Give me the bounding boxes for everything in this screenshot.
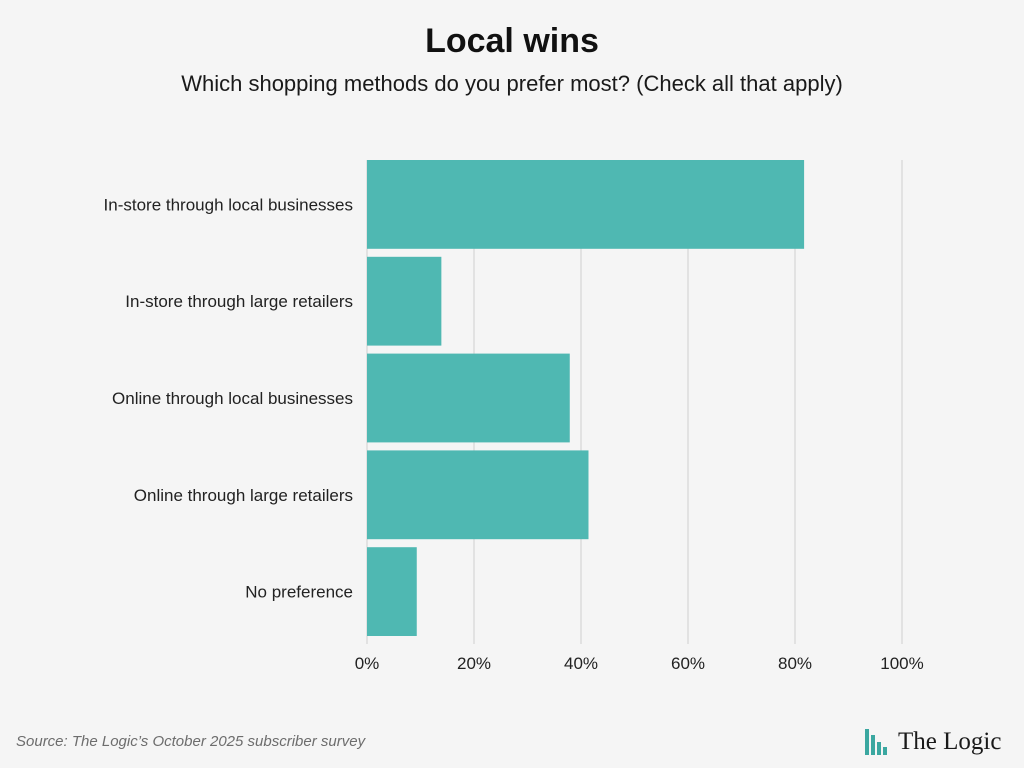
x-tick-label: 60% bbox=[671, 654, 705, 673]
bar bbox=[367, 256, 442, 346]
category-label: Online through local businesses bbox=[112, 389, 353, 408]
source-note: Source: The Logic’s October 2025 subscri… bbox=[16, 733, 366, 750]
x-axis-tick-labels: 0% 20% 40% 60% 80% 100% bbox=[355, 654, 924, 673]
category-label: Online through large retailers bbox=[134, 486, 353, 505]
bar bbox=[367, 353, 570, 443]
bar bbox=[367, 547, 417, 636]
category-label: No preference bbox=[245, 583, 353, 602]
category-label: In-store through large retailers bbox=[125, 292, 353, 311]
x-tick-label: 40% bbox=[564, 654, 598, 673]
x-tick-label: 80% bbox=[778, 654, 812, 673]
x-tick-label: 100% bbox=[880, 654, 923, 673]
the-logic-logo: The Logic bbox=[864, 726, 1001, 758]
x-tick-label: 0% bbox=[355, 654, 380, 673]
bar bbox=[367, 160, 805, 249]
x-tick-label: 20% bbox=[457, 654, 491, 673]
bar-chart: In-store through local businesses In-stor… bbox=[104, 160, 924, 673]
logo-mark-icon bbox=[865, 729, 887, 755]
logo-text: The Logic bbox=[898, 728, 1002, 755]
bars bbox=[367, 160, 805, 636]
bar bbox=[367, 450, 589, 540]
chart-subtitle: Which shopping methods do you prefer mos… bbox=[181, 71, 843, 96]
chart-title: Local wins bbox=[425, 22, 599, 60]
category-labels: In-store through local businesses In-stor… bbox=[104, 195, 353, 601]
category-label: In-store through local businesses bbox=[104, 195, 353, 214]
